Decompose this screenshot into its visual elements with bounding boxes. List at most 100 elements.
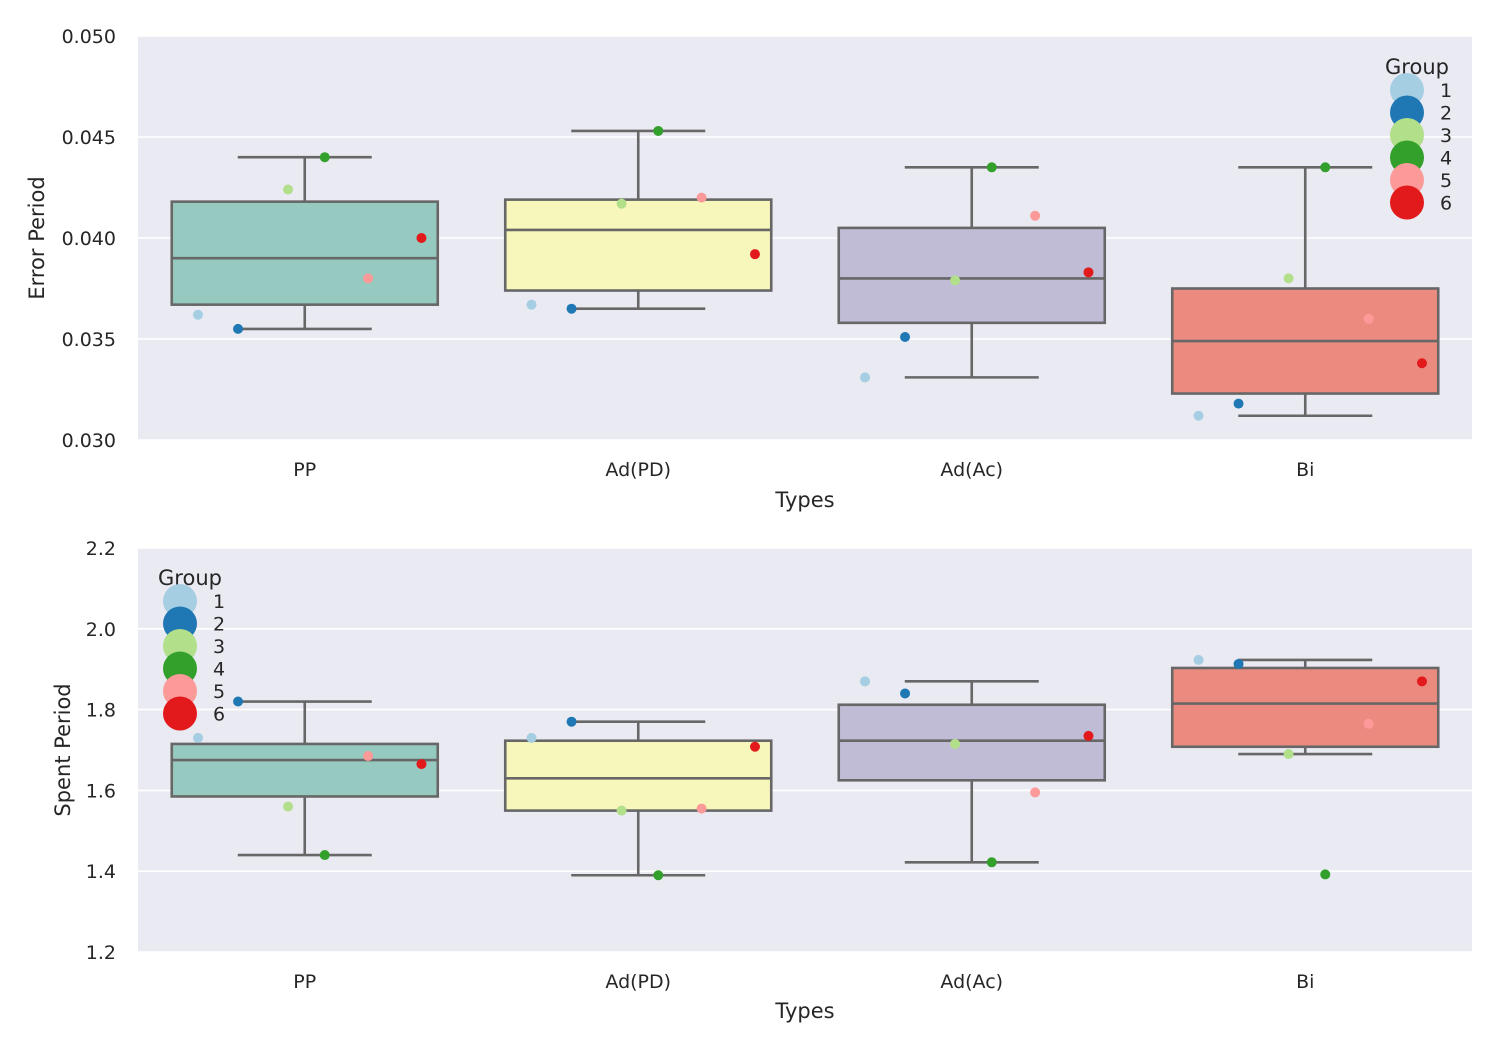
y-tick-label: 0.035 [62,329,116,351]
data-point [1416,676,1427,687]
data-point [193,732,204,743]
data-point [566,716,577,727]
box-body [837,703,1107,782]
series-1 [193,299,1204,421]
data-point [950,275,961,286]
box-1 [170,155,440,331]
data-point [616,805,627,816]
series-2 [233,658,1244,727]
data-point [566,303,577,314]
series-3 [283,738,1294,816]
data-point [1030,210,1041,221]
data-point [986,857,997,868]
y-tick-label: 2.2 [86,538,116,560]
data-point [363,751,374,762]
data-point [860,676,871,687]
data-point [193,309,204,320]
data-point [283,184,294,195]
data-point [1416,358,1427,369]
y-axis-label: Spent Period [51,683,75,816]
data-point [900,331,911,342]
y-tick-label: 1.4 [86,861,116,883]
box-body [837,226,1107,325]
legend-label: 1 [213,591,225,613]
series-5 [363,192,1374,324]
y-tick-label: 1.8 [86,700,116,722]
x-axis-label: Types [774,999,834,1023]
data-point [1233,398,1244,409]
y-tick-label: 0.030 [62,430,116,452]
box-3 [837,680,1107,864]
data-point [1030,787,1041,798]
data-point [860,372,871,383]
data-point [526,732,537,743]
y-axis-label: Error Period [25,176,49,299]
data-point [1233,658,1244,669]
legend-marker [1390,185,1424,220]
legend-label: 3 [1440,125,1452,147]
data-point [233,323,244,334]
data-point [653,870,664,881]
x-tick-label: Ad(PD) [605,459,671,481]
data-point [1193,654,1204,665]
box-4 [1170,658,1440,756]
data-point [653,125,664,136]
data-point [319,850,330,861]
data-point [749,741,760,752]
x-tick-label: Ad(PD) [605,971,671,993]
data-point [616,198,627,209]
box-1 [170,700,440,857]
x-tick-label: PP [293,971,316,993]
x-tick-label: Ad(Ac) [940,459,1003,481]
series-3 [283,184,1294,286]
legend-title: Group [158,566,222,590]
series-5 [363,718,1374,814]
data-point [1363,313,1374,324]
data-point [749,249,760,260]
x-tick-label: Bi [1296,459,1314,481]
data-point [526,299,537,310]
series-4 [319,125,1331,173]
data-point [1193,410,1204,421]
data-point [696,803,707,814]
y-tick-label: 2.0 [86,619,116,641]
series-1 [193,654,1204,743]
y-tick-label: 0.050 [62,26,116,48]
legend-label: 5 [213,681,225,703]
y-tick-label: 0.045 [62,127,116,149]
legend-label: 4 [1440,148,1452,170]
box-body [503,198,773,292]
chart-panel-2: 1.2 1.4 1.6 1.8 2.0 2.2 PP Ad(PD) Ad(Ac) Bi Types S… [51,538,1472,1023]
data-point [233,696,244,707]
chart-panel-1: 0.030 0.035 0.040 0.045 0.050 PP Ad(PD) Ad(Ac) B… [25,26,1472,512]
legend-label: 4 [213,659,225,681]
box-body [170,200,440,306]
y-tick-label: 1.2 [86,942,116,964]
legend-label: 1 [1440,80,1452,102]
y-tick-label: 1.6 [86,780,116,802]
data-point [416,759,427,770]
data-point [1320,869,1331,880]
y-tick-label: 0.040 [62,228,116,250]
box-body [503,739,773,812]
legend-label: 6 [1440,193,1452,215]
box-body [170,742,440,798]
legend-label: 2 [1440,103,1452,125]
legend-label: 6 [213,704,225,726]
data-point [1083,730,1094,741]
x-tick-label: Ad(Ac) [940,971,1003,993]
x-axis-label: Types [774,488,834,512]
x-tick-label: Bi [1296,971,1314,993]
series-2 [233,303,1244,409]
data-point [1283,749,1294,760]
data-point [416,233,427,243]
box-4 [1170,166,1440,418]
legend-label: 5 [1440,170,1452,192]
legend-label: 3 [213,636,225,658]
data-point [1083,267,1094,278]
series-6 [416,233,1427,369]
data-point [1320,162,1331,173]
